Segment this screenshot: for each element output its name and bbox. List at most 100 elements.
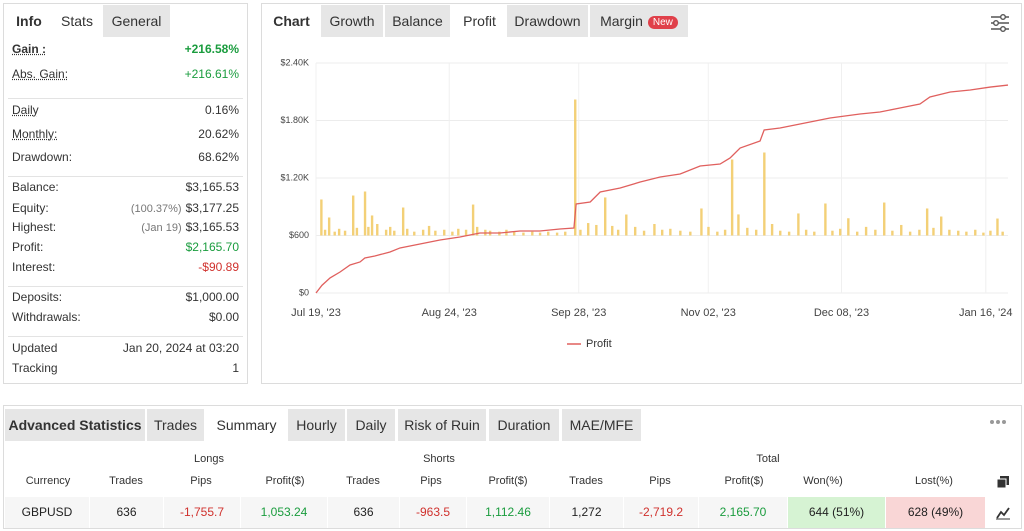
- tab-label: Margin: [600, 13, 643, 29]
- column-header: Pips: [190, 475, 212, 487]
- stats-tab[interactable]: Daily: [347, 409, 395, 441]
- stat-note: (Jan 19): [141, 222, 182, 234]
- stat-value: 0.16%: [205, 103, 239, 117]
- section-title: Advanced Statistics: [5, 409, 145, 441]
- column-header: Trades: [569, 475, 603, 487]
- stats-tab[interactable]: MAE/MFE: [562, 409, 641, 441]
- chart-panel: Chart Growth Balance Profit Drawdown Margin Ne…: [261, 3, 1022, 384]
- new-badge: New: [647, 16, 678, 29]
- chart-icon[interactable]: [996, 506, 1010, 520]
- stat-label: Drawdown:: [12, 150, 73, 164]
- stat-value: $0.00: [209, 310, 239, 324]
- stat-number: $0.00: [208, 310, 239, 324]
- stat-value: $2,165.70: [186, 240, 239, 254]
- column-header: Won(%): [803, 475, 843, 487]
- settings-icon[interactable]: [989, 12, 1011, 34]
- table-cell: 628 (49%): [886, 497, 985, 528]
- stats-tab[interactable]: Stats: [53, 5, 101, 37]
- column-header: Pips: [420, 475, 442, 487]
- stat-number: +216.58%: [184, 42, 239, 56]
- stat-value: $1,000.00: [186, 290, 239, 304]
- separator: [8, 286, 243, 287]
- chart-tab[interactable]: Margin New: [590, 5, 688, 37]
- stat-value: (100.37%) $3,177.25: [131, 201, 239, 215]
- table-cell: 1,053.24: [241, 497, 327, 528]
- stats-tab[interactable]: Summary: [208, 409, 285, 441]
- stat-number: $1,000.00: [185, 290, 239, 304]
- stat-label: Abs. Gain:: [12, 67, 69, 81]
- table-cell: GBPUSD: [5, 497, 89, 528]
- chart-tab[interactable]: Profit: [453, 5, 506, 37]
- stat-number: 20.62%: [198, 127, 239, 141]
- more-icon[interactable]: [989, 418, 1007, 426]
- separator: [8, 336, 243, 337]
- stats-tab[interactable]: Duration: [489, 409, 559, 441]
- column-header: Lost(%): [915, 475, 953, 487]
- group-header: Total: [756, 453, 780, 465]
- stat-number: +216.61%: [184, 67, 239, 81]
- separator: [8, 98, 243, 99]
- chart-tab[interactable]: Balance: [385, 5, 450, 37]
- stat-value: (Jan 19) $3,165.53: [141, 220, 239, 234]
- group-header: Longs: [194, 453, 224, 465]
- column-header: Profit($): [265, 475, 305, 487]
- stat-label: Deposits:: [12, 290, 63, 304]
- table-cell: 1,112.46: [467, 497, 549, 528]
- table-cell: 636: [90, 497, 163, 528]
- column-header: Trades: [109, 475, 143, 487]
- stat-label: Updated: [12, 341, 58, 355]
- stat-value: 68.62%: [198, 150, 239, 164]
- stats-tab: Info: [16, 13, 42, 29]
- table-cell: 636: [328, 497, 399, 528]
- stats-tab[interactable]: General: [103, 5, 170, 37]
- stats-panel: Info Stats General Gain : +216.58% Abs. Gain:…: [3, 3, 248, 384]
- stat-number: $3,165.53: [185, 180, 239, 194]
- stat-label: Interest:: [12, 260, 56, 274]
- stat-number: 0.16%: [204, 103, 239, 117]
- column-header: Currency: [25, 475, 71, 487]
- group-header: Shorts: [423, 453, 455, 465]
- stat-note: (100.37%): [130, 203, 182, 215]
- column-header: Profit($): [488, 475, 528, 487]
- stat-number: -$90.89: [198, 260, 239, 274]
- stat-value: +216.58%: [185, 42, 239, 56]
- stat-label: Balance:: [12, 180, 59, 194]
- stats-tab[interactable]: Trades: [147, 409, 204, 441]
- stat-value: Jan 20, 2024 at 03:20: [123, 341, 239, 355]
- stat-number: $3,177.25: [185, 201, 239, 215]
- stat-value: +216.61%: [185, 67, 239, 81]
- chart-tab[interactable]: Growth: [321, 5, 383, 37]
- chart-tab: Chart: [273, 13, 310, 29]
- stat-value: $3,165.53: [186, 180, 239, 194]
- table-cell: 1,272: [550, 497, 623, 528]
- stats-tab[interactable]: Risk of Ruin: [398, 409, 486, 441]
- stat-value: -$90.89: [198, 260, 239, 274]
- stat-number: Jan 20, 2024 at 03:20: [122, 341, 239, 355]
- advanced-panel: Advanced Statistics Trades Summary Hourly Da…: [3, 405, 1022, 529]
- stats-tab[interactable]: Hourly: [288, 409, 345, 441]
- table-cell: -963.5: [400, 497, 466, 528]
- table-cell: 644 (51%): [788, 497, 885, 528]
- stat-label: Withdrawals:: [12, 310, 81, 324]
- stat-label: Highest:: [12, 220, 57, 234]
- stat-number: $2,165.70: [185, 240, 239, 254]
- copy-icon[interactable]: [996, 475, 1010, 489]
- stat-number: $3,165.53: [185, 220, 239, 234]
- table-cell: -1,755.7: [164, 497, 240, 528]
- stat-label: Daily: [12, 103, 39, 117]
- table-cell: 2,165.70: [699, 497, 787, 528]
- stat-label: Monthly:: [12, 127, 58, 141]
- stat-label: Gain :: [12, 42, 47, 56]
- column-header: Pips: [649, 475, 671, 487]
- stat-value: 20.62%: [198, 127, 239, 141]
- stat-label: Profit:: [12, 240, 44, 254]
- stat-number: 68.62%: [198, 150, 239, 164]
- column-header: Profit($): [724, 475, 764, 487]
- chart-tab[interactable]: Drawdown: [507, 5, 588, 37]
- table-cell: -2,719.2: [624, 497, 698, 528]
- column-header: Trades: [346, 475, 380, 487]
- stat-label: Equity:: [12, 201, 49, 215]
- stat-number: 1: [232, 361, 239, 375]
